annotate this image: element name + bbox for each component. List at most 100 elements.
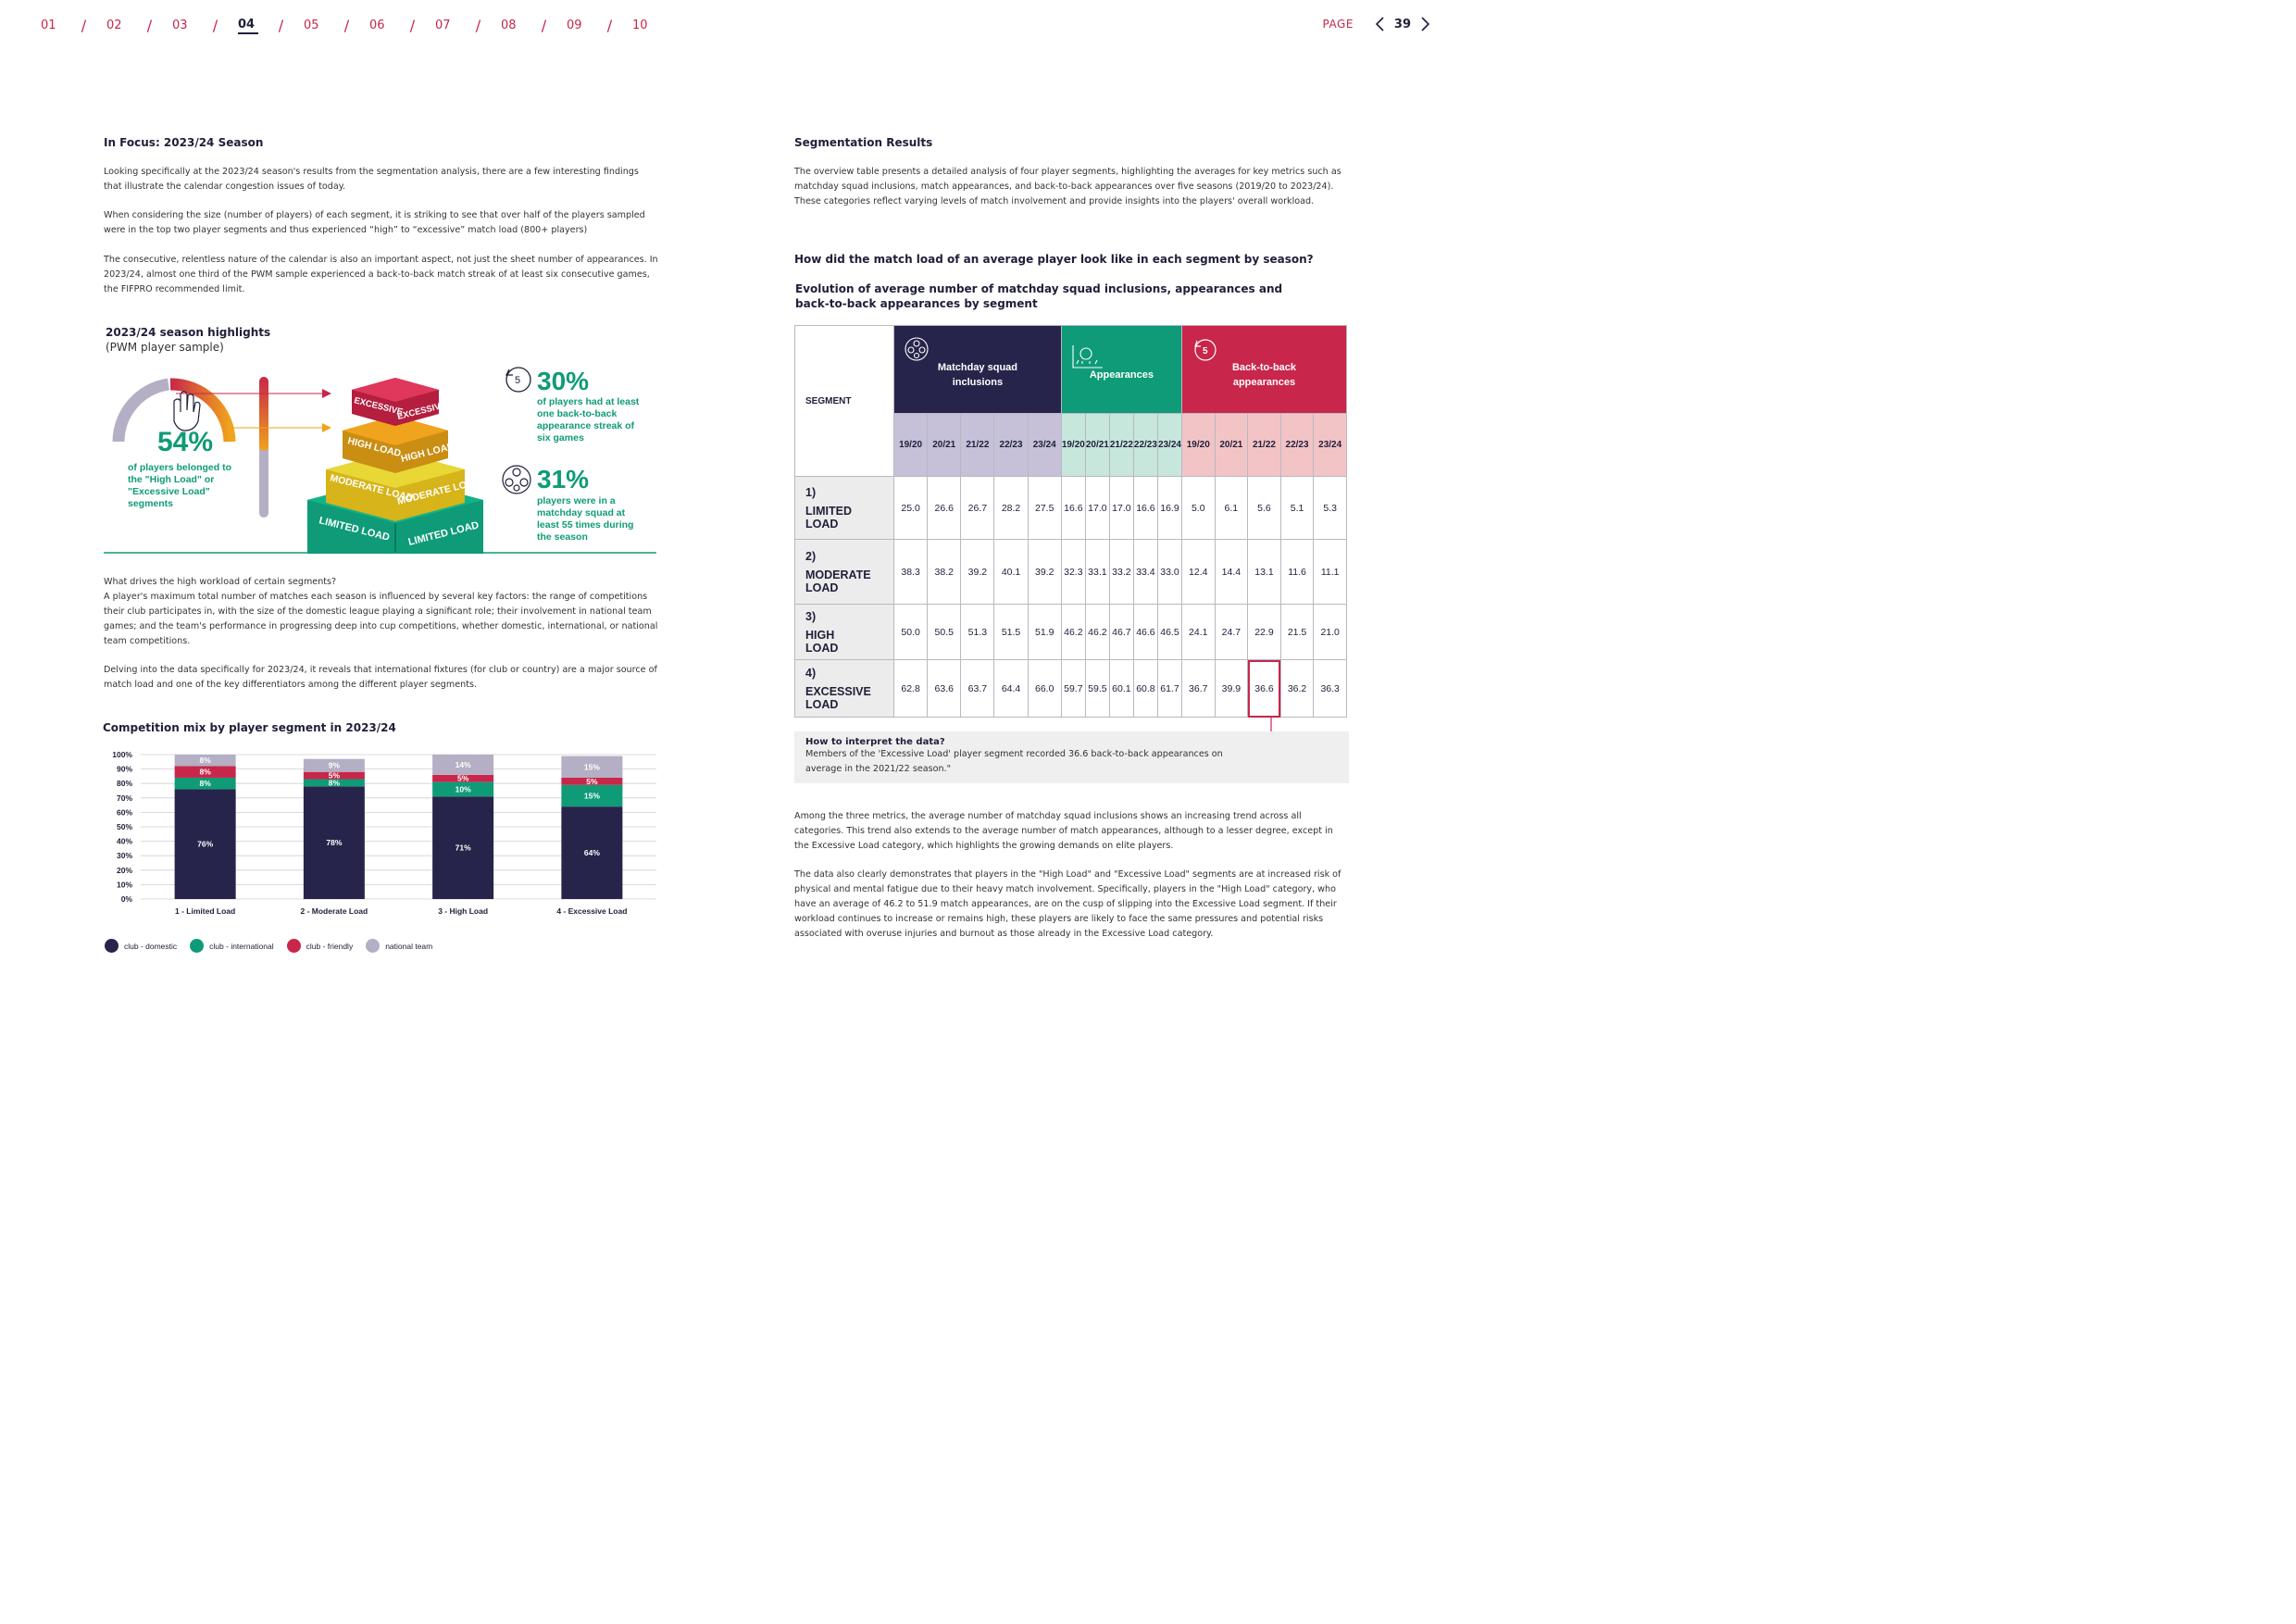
table-cell: 39.9: [1214, 659, 1249, 718]
table-cell: 12.4: [1180, 539, 1216, 605]
segment-number: 1): [805, 485, 817, 499]
interpretation-box: How to interpret the data? Members of th…: [794, 731, 1349, 783]
bar-data-label: 78%: [326, 838, 342, 847]
table-cell: 36.3: [1313, 659, 1347, 718]
bar-data-label: 64%: [584, 848, 600, 857]
svg-text:5: 5: [1203, 346, 1208, 356]
chapter-link-02[interactable]: 02: [106, 19, 122, 32]
table-cell: 11.6: [1279, 539, 1315, 605]
pager: PAGE 39: [1323, 17, 1431, 31]
table-cell: 28.2: [993, 476, 1029, 540]
bar-data-label: 5%: [586, 777, 598, 786]
bar-segment: [174, 766, 236, 778]
segmentation-table: SEGMENT Matchday squad inclusions Appearan…: [794, 325, 1348, 718]
segment-row-label: 1) LIMITED LOAD: [794, 476, 894, 540]
y-tick-label: 0%: [121, 894, 133, 904]
y-tick-label: 80%: [117, 779, 132, 788]
chevron-left-icon: [1375, 17, 1384, 31]
chapter-link-08[interactable]: 08: [501, 19, 517, 32]
table-title: Evolution of average number of matchday …: [795, 282, 1283, 310]
highlighted-cell: 36.6: [1247, 659, 1281, 718]
chapter-link-09[interactable]: 09: [567, 19, 582, 32]
table-cell: 33.1: [1084, 539, 1110, 605]
hand-icon: [173, 391, 201, 431]
group-header-label: Appearances: [1089, 369, 1154, 381]
chapter-link-05[interactable]: 05: [304, 19, 319, 32]
table-cell: 36.2: [1279, 659, 1315, 718]
y-tick-label: 10%: [117, 880, 132, 889]
y-tick-label: 30%: [117, 851, 132, 860]
table-cell: 11.1: [1313, 539, 1347, 605]
legend-item: national team: [366, 939, 432, 953]
chapter-link-04[interactable]: 04: [238, 18, 258, 34]
bar-data-label: 76%: [197, 840, 213, 849]
trend-paragraph: Among the three metrics, the average num…: [794, 811, 1333, 851]
group-header: 5 Back-to-back appearances: [1180, 325, 1348, 414]
bar-segment: [432, 781, 494, 797]
stat3-text: players were in a matchday squad at leas…: [537, 495, 634, 543]
y-tick-label: 70%: [117, 793, 132, 803]
table-cell: 16.9: [1156, 476, 1182, 540]
legend-label: club - domestic: [124, 941, 178, 951]
chevron-right-icon: [1421, 17, 1430, 31]
nav-separator: /: [541, 17, 547, 34]
chapter-link-07[interactable]: 07: [435, 19, 451, 32]
prev-page-button[interactable]: [1374, 17, 1385, 31]
table-cell: 5.0: [1180, 476, 1216, 540]
bar-data-label: 8%: [199, 768, 211, 777]
bar-data-label: 8%: [199, 756, 211, 765]
table-cell: 63.7: [960, 659, 995, 718]
group-header-label: Matchday squad inclusions: [937, 362, 1017, 388]
x-category-label: 2 - Moderate Load: [301, 906, 368, 916]
table-cell: 66.0: [1027, 659, 1062, 718]
stat3-value: 31%: [537, 465, 589, 493]
season-header: 23/24: [1027, 413, 1062, 477]
drive-question: What drives the high workload of certain…: [104, 577, 337, 587]
season-header: 22/23: [1279, 413, 1315, 477]
table-cell: 32.3: [1060, 539, 1086, 605]
chapter-link-01[interactable]: 01: [41, 19, 56, 32]
table-cell: 50.5: [927, 604, 962, 660]
chapter-link-10[interactable]: 10: [632, 19, 648, 32]
table-cell: 64.4: [993, 659, 1029, 718]
bar-segment: [432, 774, 494, 782]
table-cell: 51.9: [1027, 604, 1062, 660]
table-cell: 63.6: [927, 659, 962, 718]
y-tick-label: 20%: [117, 866, 132, 875]
highlights-subtitle: (PWM player sample): [106, 341, 224, 354]
focus-title: In Focus: 2023/24 Season: [104, 136, 264, 149]
table-cell: 26.6: [927, 476, 962, 540]
next-page-button[interactable]: [1420, 17, 1431, 31]
table-cell: 33.2: [1108, 539, 1134, 605]
legend-item: club - domestic: [105, 939, 177, 953]
legend-item: club - international: [190, 939, 274, 953]
season-header: 20/21: [927, 413, 962, 477]
segment-name: LIMITED LOAD: [805, 504, 852, 531]
table-cell: 46.6: [1132, 604, 1158, 660]
nav-separator: /: [212, 17, 218, 34]
competition-mix-chart: 0% 10% 20% 30% 40% 50% 60% 70% 80% 90% 100% 76% 8% 8%…: [112, 750, 656, 916]
table-cell: 14.4: [1214, 539, 1249, 605]
x-category-label: 3 - High Load: [438, 906, 488, 916]
table-cell: 38.3: [892, 539, 929, 605]
chapter-link-03[interactable]: 03: [172, 19, 188, 32]
segment-row-label: 3) HIGH LOAD: [794, 604, 894, 660]
segmentation-title: Segmentation Results: [794, 136, 933, 149]
y-tick-label: 90%: [117, 765, 132, 774]
nav-separator: /: [409, 17, 416, 34]
chart-legend: club - domestic club - international club …: [105, 939, 445, 953]
table-cell: 5.3: [1313, 476, 1347, 540]
stat2-value: 30%: [537, 367, 589, 395]
table-cell: 61.7: [1156, 659, 1182, 718]
focus-paragraph-3: The consecutive, relentless nature of th…: [104, 255, 658, 294]
table-cell: 33.0: [1156, 539, 1182, 605]
nav-separator: /: [146, 17, 153, 34]
bar-data-label: 9%: [329, 761, 341, 770]
season-header: 21/22: [1247, 413, 1281, 477]
table-cell: 40.1: [993, 539, 1029, 605]
highlights-title: 2023/24 season highlights: [106, 326, 271, 339]
season-header: 23/24: [1156, 413, 1182, 477]
stat2-text: of players had at least one back-to-back…: [537, 396, 640, 443]
chapter-link-06[interactable]: 06: [369, 19, 385, 32]
bar-data-label: 15%: [584, 791, 600, 800]
